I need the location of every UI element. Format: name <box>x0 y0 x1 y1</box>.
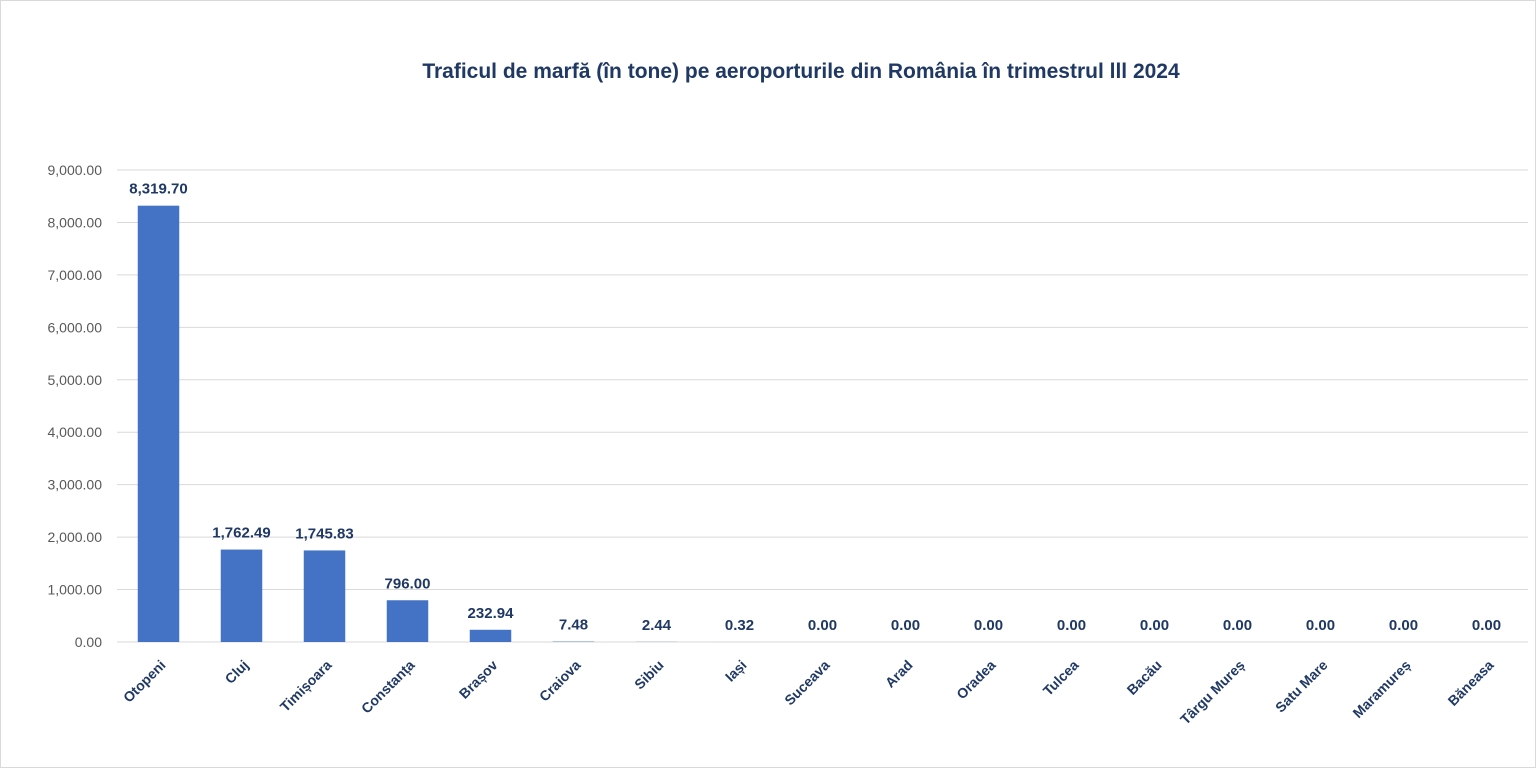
y-tick-label: 1,000.00 <box>48 582 103 598</box>
y-tick-label: 7,000.00 <box>48 267 103 283</box>
gridlines <box>117 169 1528 643</box>
data-label: 8,319.70 <box>129 181 187 198</box>
y-tick-label: 9,000.00 <box>48 162 103 178</box>
data-label: 1,745.83 <box>295 525 353 542</box>
x-category-label: Arad <box>882 657 916 691</box>
data-label: 0.00 <box>974 617 1003 634</box>
x-category-label: Cluj <box>222 657 252 687</box>
x-category-label: Maramureș <box>1349 657 1413 721</box>
bar <box>137 205 180 642</box>
data-label: 2.44 <box>642 617 672 634</box>
data-label: 0.00 <box>1389 617 1418 634</box>
x-category-label: Sibiu <box>631 657 667 693</box>
y-tick-label: 8,000.00 <box>48 214 103 230</box>
bar <box>303 550 346 642</box>
x-category-label: Oradea <box>953 657 999 703</box>
x-category-label: Craiova <box>536 657 584 705</box>
bar <box>386 600 429 642</box>
x-category-label: Brașov <box>456 657 501 702</box>
data-label: 0.00 <box>1472 617 1501 634</box>
x-category-label: Tulcea <box>1040 657 1082 699</box>
x-category-label: Constanța <box>358 657 418 717</box>
x-category-label: Băneasa <box>1445 657 1497 709</box>
bar <box>220 549 263 642</box>
y-tick-label: 6,000.00 <box>48 319 103 335</box>
y-tick-label: 2,000.00 <box>48 529 103 545</box>
y-tick-label: 4,000.00 <box>48 424 103 440</box>
data-label: 0.00 <box>808 617 837 634</box>
data-label: 0.32 <box>725 617 754 634</box>
bar <box>469 629 512 642</box>
x-category-label: Timișoara <box>277 657 335 715</box>
x-category-label: Satu Mare <box>1272 657 1331 716</box>
x-axis-categories: Otopeni Cluj Timișoara Constanța Brașov Craio… <box>120 657 1497 728</box>
data-label: 1,762.49 <box>212 525 270 542</box>
data-label: 232.94 <box>468 605 515 622</box>
data-label: 7.48 <box>559 617 588 634</box>
x-category-label: Otopeni <box>120 657 169 706</box>
data-label: 0.00 <box>1306 617 1335 634</box>
y-tick-label: 0.00 <box>75 634 102 650</box>
data-label: 796.00 <box>385 575 431 592</box>
data-label: 0.00 <box>1140 617 1169 634</box>
y-tick-label: 3,000.00 <box>48 477 103 493</box>
chart-title: Traficul de marfă (în tone) pe aeroportu… <box>422 60 1180 83</box>
data-labels: 8,319.70 1,762.49 1,745.83 796.00 232.94 7.48… <box>129 181 1501 634</box>
x-category-label: Bacău <box>1124 657 1165 698</box>
y-axis-ticks: 0.00 1,000.00 2,000.00 3,000.00 4,000.00 5,00… <box>48 162 103 650</box>
x-category-label: Iași <box>722 657 750 685</box>
data-label: 0.00 <box>891 617 920 634</box>
x-category-label: Suceava <box>781 657 833 709</box>
y-tick-label: 5,000.00 <box>48 372 103 388</box>
bars <box>137 205 761 642</box>
x-category-label: Târgu Mureș <box>1177 657 1248 728</box>
data-label: 0.00 <box>1057 617 1086 634</box>
data-label: 0.00 <box>1223 617 1252 634</box>
